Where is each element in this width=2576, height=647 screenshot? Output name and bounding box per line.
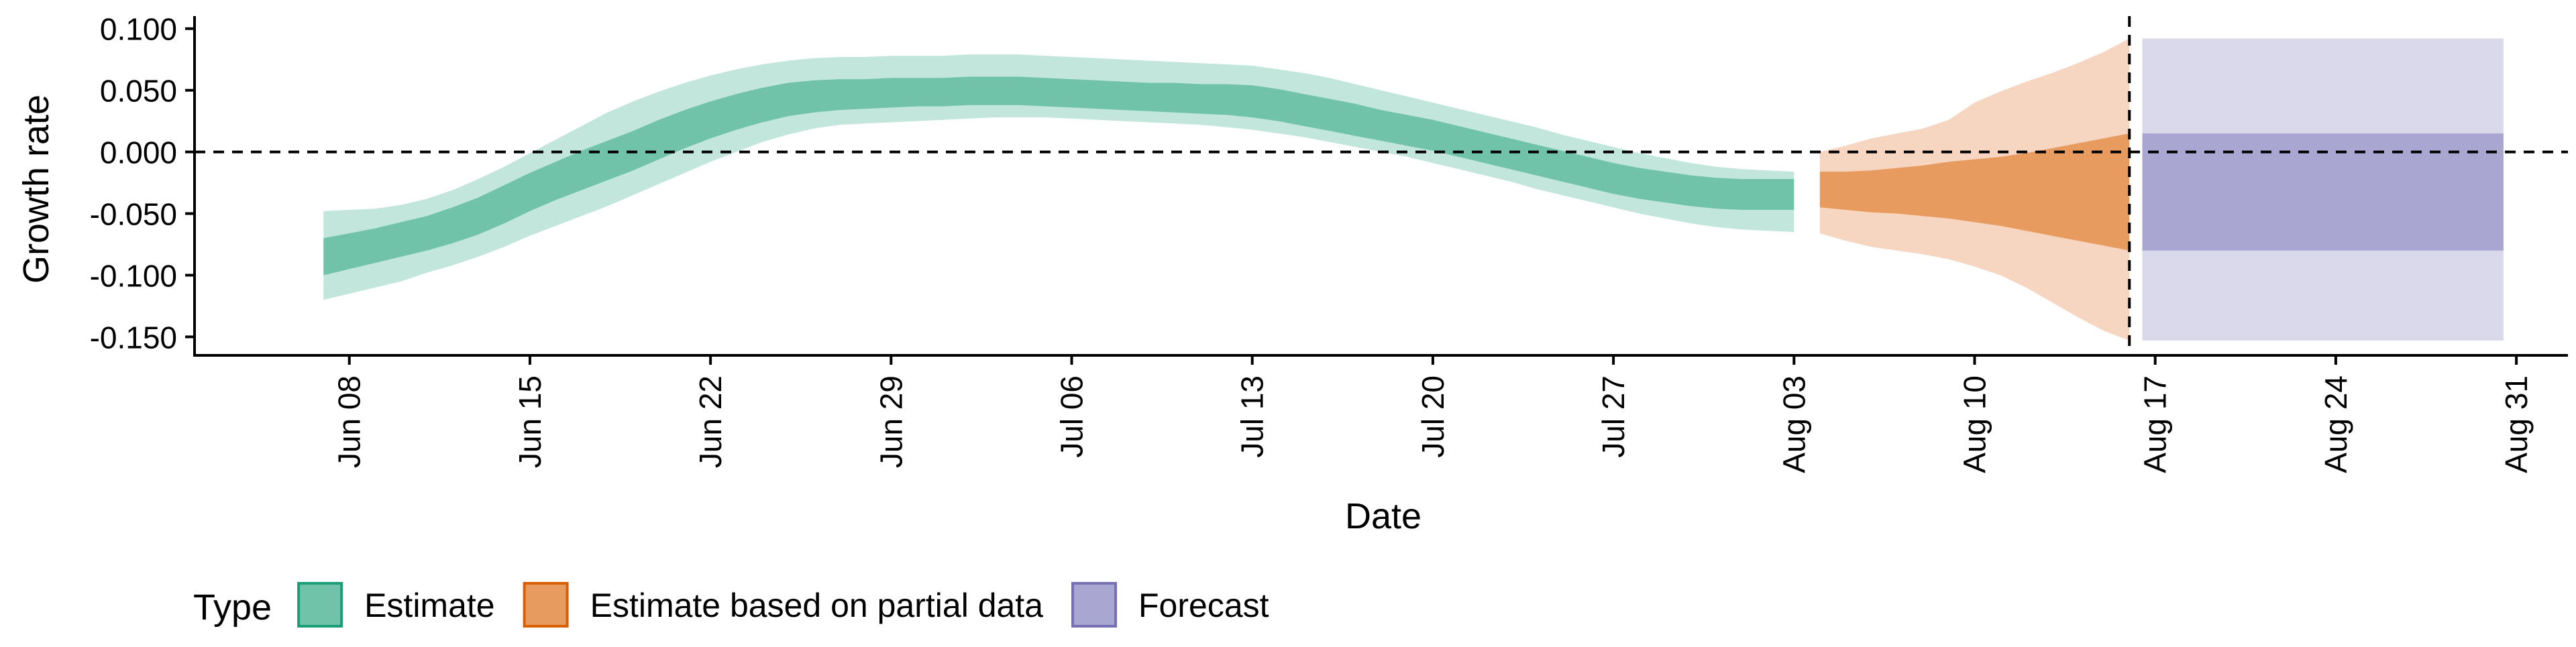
x-tick-label: Aug 03 — [1776, 375, 1811, 473]
x-tick-label: Jun 29 — [873, 375, 908, 468]
x-tick-label: Jul 27 — [1596, 375, 1631, 458]
x-tick-label: Jun 15 — [513, 375, 547, 468]
legend-key-estimate — [297, 582, 343, 628]
y-tick-label: -0.100 — [90, 258, 177, 293]
band-50-forecast — [2142, 133, 2504, 251]
reference-lines-layer — [195, 16, 2568, 355]
bands-layer — [323, 38, 2504, 341]
legend-title: Type — [193, 587, 272, 628]
x-tick-label: Jun 08 — [332, 375, 367, 468]
y-tick-label: 0.050 — [100, 74, 177, 109]
legend-label-forecast: Forecast — [1138, 587, 1269, 624]
legend-key-partial — [523, 582, 569, 628]
band-50-partial — [1819, 133, 2130, 251]
x-tick-label: Aug 17 — [2138, 375, 2173, 473]
legend-label-partial: Estimate based on partial data — [590, 587, 1044, 624]
y-tick-label: 0.100 — [100, 12, 177, 47]
x-tick-label: Aug 24 — [2318, 375, 2353, 473]
legend-key-forecast — [1071, 582, 1118, 628]
legend-label-estimate: Estimate — [364, 587, 495, 624]
band-50-estimate — [323, 76, 1794, 276]
y-tick-label: -0.050 — [90, 197, 177, 232]
x-axis-label: Date — [1345, 496, 1421, 536]
x-tick-label: Aug 10 — [1957, 375, 1992, 473]
x-tick-label: Jul 20 — [1415, 375, 1450, 458]
x-tick-label: Aug 31 — [2499, 375, 2534, 473]
x-tick-label: Jun 22 — [693, 375, 728, 468]
y-tick-label: 0.000 — [100, 135, 177, 170]
x-tick-label: Jul 06 — [1055, 375, 1089, 458]
legend: Type Estimate Estimate based on partial … — [193, 582, 1269, 628]
axes-layer: 0.100 0.050 0.000 -0.050 -0.100 -0.150 Jun 08 J… — [90, 12, 2568, 473]
x-tick-label: Jul 13 — [1235, 375, 1270, 458]
y-axis-label: Growth rate — [16, 95, 56, 284]
y-tick-label: -0.150 — [90, 320, 177, 355]
